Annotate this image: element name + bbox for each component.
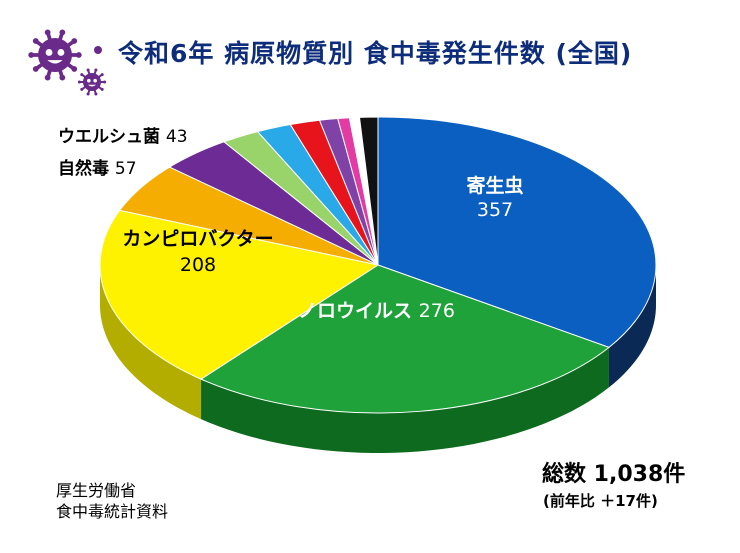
label-natural-toxin-name: 自然毒 [58,159,109,179]
small-virus-icon [77,68,107,96]
label-norovirus: ノロウイルス 276 [298,296,455,323]
label-parasite-name: 寄生虫 [466,175,524,197]
slice-2 [99,209,380,380]
source-note: 厚生労働省 食中毒統計資料 [56,480,168,522]
label-welchii-value: 43 [165,127,188,147]
total-count: 総数 1,038件 [542,462,686,487]
virus-dot-icon [94,46,102,54]
slice-11 [358,116,379,266]
label-welchii: ウエルシュ菌 43 [58,122,188,147]
label-natural-toxin-value: 57 [114,159,137,179]
label-norovirus-value: 276 [418,300,455,322]
label-welchii-name: ウエルシュ菌 [58,127,160,147]
label-campylobacter: カンピロバクター 208 [114,226,282,278]
virus-icon [28,29,82,81]
slice-side-0 [608,265,656,388]
source-line-2: 食中毒統計資料 [56,502,169,521]
label-parasite: 寄生虫 357 [445,174,545,222]
slice-1 [199,264,610,414]
pie-sides [100,265,656,453]
slice-side-1 [201,347,609,453]
total-diff: (前年比 ＋17件) [543,492,658,510]
chart-title: 令和6年 病原物質別 食中毒発生件数 (全国) [118,39,633,68]
label-campylobacter-value: 208 [179,254,217,276]
label-campylobacter-name: カンピロバクター [122,228,274,250]
source-line-1: 厚生労働省 [56,481,137,500]
virus-icons [28,29,107,96]
label-natural-toxin: 自然毒 57 [58,154,137,179]
label-parasite-value: 357 [476,199,514,221]
pie-slices [99,116,657,414]
label-norovirus-name: ノロウイルス [298,300,413,322]
slice-side-2 [100,265,202,420]
